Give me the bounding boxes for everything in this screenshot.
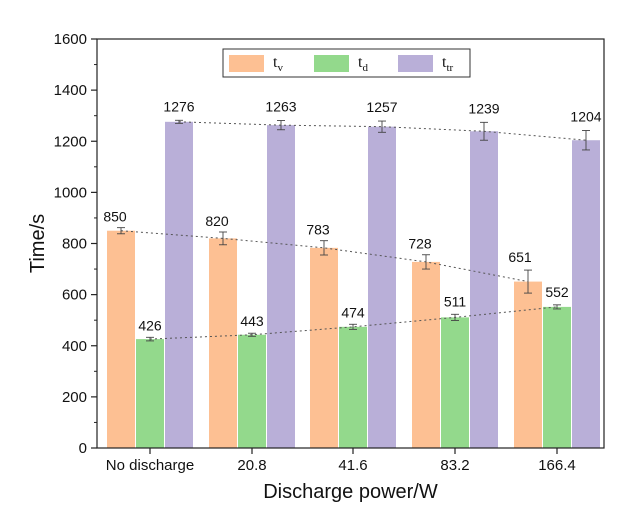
data-label-ttr-3: 1239: [468, 100, 499, 116]
x-tick-label-4: 166.4: [538, 457, 576, 474]
legend-label-td: td: [358, 54, 368, 74]
x-axis-title: Discharge power/W: [263, 481, 438, 503]
data-label-tv-4: 651: [508, 249, 532, 265]
y-tick-label-400: 400: [62, 338, 87, 355]
data-label-ttr-4: 1204: [570, 109, 601, 125]
data-label-tv-2: 783: [306, 222, 330, 238]
y-tick-label-1000: 1000: [54, 184, 87, 201]
y-tick-label-200: 200: [62, 389, 87, 406]
data-label-td-1: 443: [240, 313, 264, 329]
data-label-td-0: 426: [138, 317, 162, 333]
data-label-td-4: 552: [545, 284, 569, 300]
x-axis: No discharge 20.8 41.6 83.2 166.4: [106, 448, 576, 474]
y-axis: 0 200 400 600 800 1000 1200 1400 1600: [54, 31, 97, 457]
bar-tv-0: [107, 230, 135, 448]
bar-tv-1: [209, 238, 237, 448]
y-axis-title: Time/s: [27, 214, 49, 273]
error-bars-layer: [117, 119, 590, 342]
data-label-td-2: 474: [341, 304, 365, 320]
bar-td-2: [339, 326, 367, 448]
y-tick-label-1400: 1400: [54, 82, 87, 99]
bar-ttr-2: [368, 126, 396, 448]
bars-layer: [107, 121, 600, 449]
data-label-tv-3: 728: [408, 236, 432, 252]
x-tick-label-0: No discharge: [106, 457, 194, 474]
bar-tv-2: [310, 247, 338, 448]
data-labels-layer: 850 820 783 728 651 426 443 474 511 552 1276 1263 12…: [103, 98, 601, 333]
data-label-td-3: 511: [444, 293, 467, 309]
bar-td-0: [136, 339, 164, 448]
data-label-ttr-1: 1263: [265, 99, 296, 115]
trendlines-layer: [120, 121, 587, 340]
trendline-td: [149, 306, 558, 340]
data-label-tv-0: 850: [103, 209, 127, 225]
data-label-ttr-2: 1257: [366, 99, 397, 115]
bar-ttr-3: [470, 131, 498, 448]
legend-label-ttr: ttr: [442, 54, 454, 74]
y-tick-label-1600: 1600: [54, 31, 87, 48]
legend-swatch-tv: [229, 55, 264, 72]
y-tick-label-0: 0: [79, 440, 87, 457]
y-tick-label-1200: 1200: [54, 133, 87, 150]
bar-ttr-4: [572, 140, 600, 449]
bar-td-3: [441, 317, 469, 448]
x-tick-label-3: 83.2: [440, 457, 469, 474]
legend-label-tv: tv: [273, 54, 283, 74]
legend-swatch-ttr: [398, 55, 433, 72]
x-tick-label-1: 20.8: [237, 457, 266, 474]
trendline-tv: [120, 230, 529, 283]
y-tick-label-800: 800: [62, 236, 87, 253]
bar-tv-3: [412, 261, 440, 448]
bar-ttr-1: [267, 125, 295, 448]
data-label-tv-1: 820: [205, 213, 229, 229]
legend: tv td ttr: [222, 48, 471, 78]
bar-td-4: [543, 306, 571, 448]
data-label-ttr-0: 1276: [163, 98, 194, 114]
bar-tv-4: [514, 281, 542, 448]
legend-swatch-td: [314, 55, 349, 72]
x-tick-label-2: 41.6: [338, 457, 367, 474]
y-tick-label-600: 600: [62, 287, 87, 304]
bar-ttr-0: [165, 121, 193, 448]
bar-td-1: [238, 334, 266, 448]
